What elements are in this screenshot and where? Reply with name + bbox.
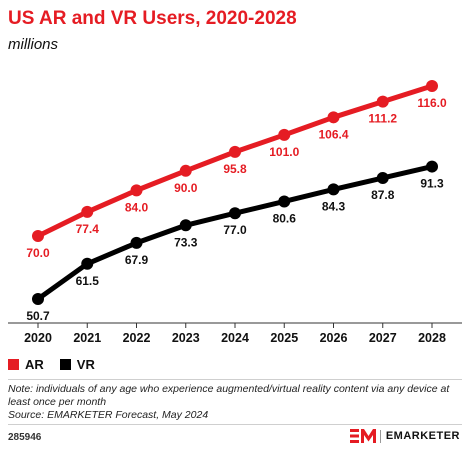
- data-point-ar: [278, 128, 291, 141]
- data-label-vr: 67.9: [125, 253, 149, 267]
- brand-separator: [379, 429, 381, 443]
- divider-bottom: [8, 424, 462, 425]
- data-label-ar: 90.0: [174, 181, 198, 195]
- chart-title: US AR and VR Users, 2020-2028: [8, 8, 297, 29]
- data-point-ar: [130, 184, 143, 197]
- x-tick-label: 2021: [73, 331, 101, 345]
- data-point-ar: [229, 145, 241, 158]
- x-tick-label: 2026: [320, 331, 348, 345]
- x-tick-label: 2020: [24, 331, 52, 345]
- data-label-vr: 80.6: [273, 211, 297, 225]
- chart-notes: Note: individuals of any age who experie…: [8, 383, 462, 422]
- line-chart: 2020 2021 2022 2023 2024 2025 2026 2027 2028 70.0…: [8, 80, 462, 345]
- legend-swatch-ar: [8, 359, 19, 370]
- source-text: Source: EMARKETER Forecast, May 2024: [8, 409, 209, 421]
- data-label-vr: 91.3: [420, 177, 444, 191]
- x-tick-label: 2023: [172, 331, 200, 345]
- x-tick-label: 2028: [418, 331, 446, 345]
- legend-item-ar: AR: [8, 357, 44, 372]
- data-point-vr: [179, 219, 192, 232]
- chart-legend: AR VR: [8, 357, 111, 372]
- note-text: Note: individuals of any age who experie…: [8, 383, 450, 408]
- emarketer-logo-icon: [349, 429, 376, 443]
- x-tick-label: 2024: [221, 331, 249, 345]
- data-label-ar: 70.0: [26, 246, 50, 260]
- data-label-ar: 106.4: [318, 127, 348, 141]
- data-point-ar: [376, 95, 389, 108]
- legend-item-vr: VR: [59, 357, 95, 372]
- data-point-vr: [81, 257, 94, 270]
- data-label-ar: 116.0: [417, 96, 447, 110]
- data-point-vr: [426, 160, 438, 173]
- data-label-vr: 61.5: [76, 274, 100, 288]
- data-label-ar: 101.0: [269, 145, 299, 159]
- data-label-vr: 87.8: [371, 188, 395, 202]
- data-label-vr: 77.0: [223, 223, 247, 237]
- chart-id: 285946: [8, 432, 42, 443]
- brand: EMARKETER: [349, 429, 460, 443]
- legend-swatch-vr: [59, 359, 71, 370]
- data-point-vr: [327, 183, 340, 196]
- divider-top: [8, 379, 462, 380]
- data-point-vr: [376, 171, 389, 184]
- data-point-vr: [278, 195, 291, 208]
- data-point-ar: [81, 205, 94, 218]
- data-label-vr: 73.3: [174, 235, 198, 249]
- data-label-ar: 95.8: [223, 162, 247, 176]
- data-point-ar: [426, 80, 438, 92]
- data-point-vr: [229, 207, 241, 220]
- x-tick-label: 2025: [270, 331, 298, 345]
- data-label-vr: 84.3: [322, 199, 346, 213]
- x-tick-label: 2027: [369, 331, 397, 345]
- data-point-ar: [179, 164, 192, 177]
- data-point-vr: [130, 236, 143, 249]
- data-label-ar: 77.4: [76, 222, 100, 236]
- brand-name: EMARKETER: [385, 430, 460, 442]
- data-label-ar: 84.0: [125, 200, 149, 214]
- data-point-ar: [327, 111, 340, 124]
- legend-label-vr: VR: [76, 357, 95, 372]
- data-label-ar: 111.2: [368, 112, 397, 126]
- x-tick-label: 2022: [123, 331, 151, 345]
- data-point-ar: [32, 230, 44, 243]
- chart-subtitle: millions: [8, 36, 59, 53]
- data-point-vr: [32, 293, 44, 305]
- legend-label-ar: AR: [25, 357, 44, 372]
- data-label-vr: 50.7: [26, 309, 50, 323]
